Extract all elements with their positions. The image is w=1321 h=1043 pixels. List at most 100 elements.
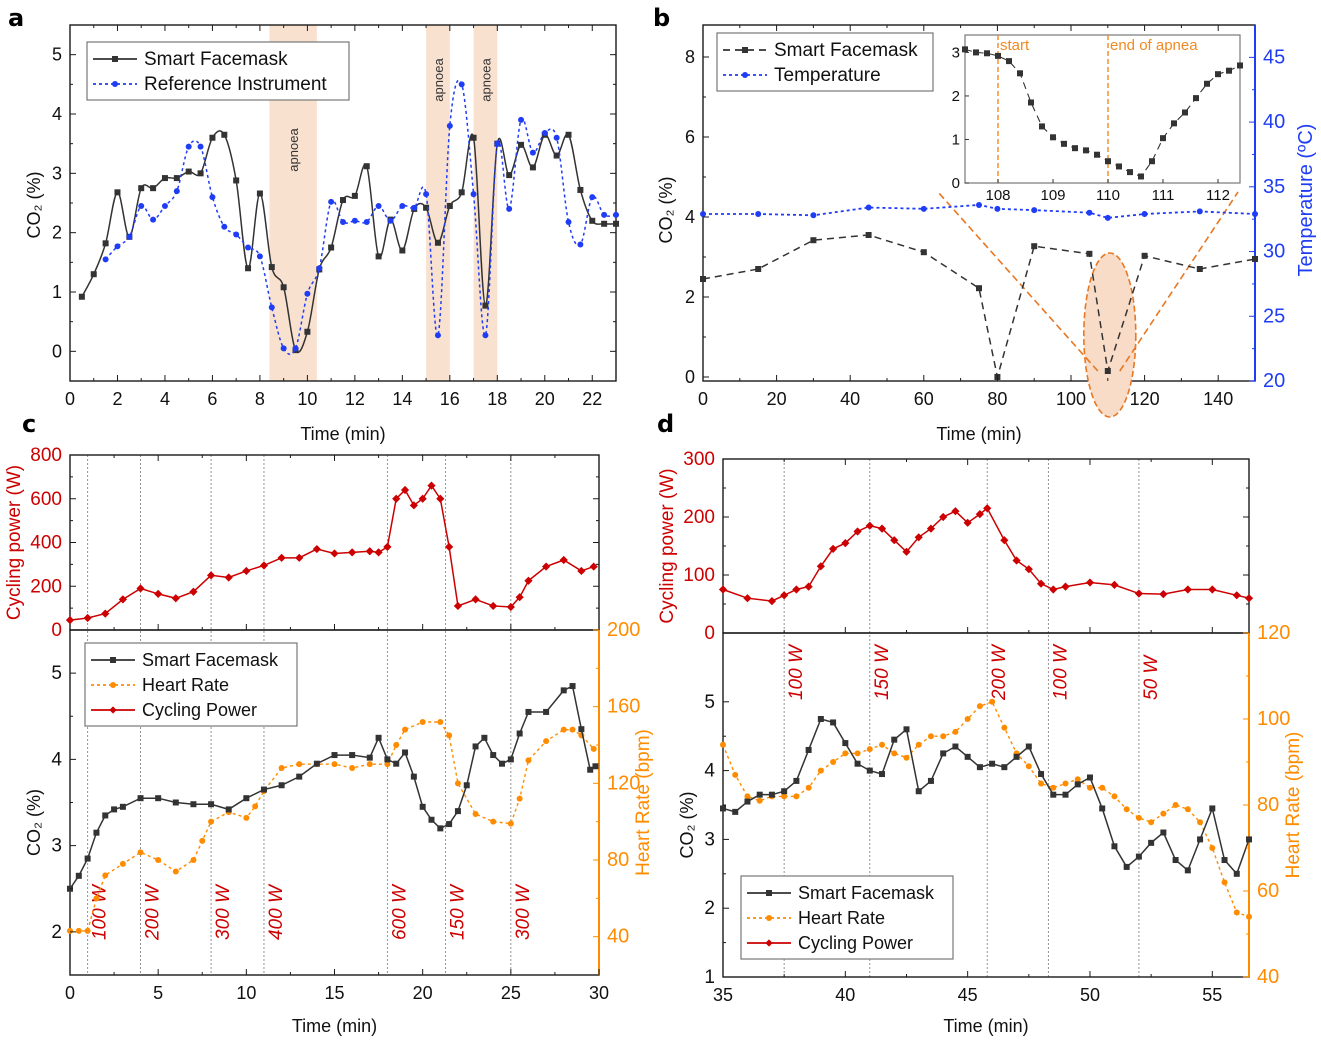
heart-rate-point <box>569 726 576 733</box>
cycling-power-point <box>865 521 874 530</box>
heart-rate-point <box>903 754 910 761</box>
smart-facemask-point <box>1025 743 1032 750</box>
smart-facemask-point <box>964 753 971 760</box>
smart-facemask-point <box>589 217 596 224</box>
heart-rate-point <box>393 742 400 748</box>
legend-label: Cycling Power <box>798 933 913 953</box>
temperature-point <box>700 211 706 218</box>
reference-instrument-point <box>518 116 525 123</box>
reference-instrument-point <box>541 129 548 136</box>
reference-instrument-point <box>280 345 287 352</box>
heart-rate-point <box>915 741 922 748</box>
smart-facemask-point <box>410 773 417 780</box>
inset-marker-label: start <box>1000 37 1030 54</box>
smart-facemask-point <box>768 791 775 798</box>
stage-marker-label: 200 W <box>143 883 164 941</box>
legend-label: Cycling Power <box>142 700 257 720</box>
reference-instrument-point <box>340 218 346 225</box>
heart-rate-point <box>830 759 837 765</box>
heart-rate-point <box>155 857 162 863</box>
smart-facemask-point <box>755 266 762 272</box>
reference-instrument-point <box>387 217 394 224</box>
cycling-power-point <box>330 549 339 558</box>
x-axis-label: Time (min) <box>300 424 385 444</box>
smart-facemask-point <box>995 52 1001 59</box>
cycling-power-point <box>1134 589 1144 598</box>
smart-facemask-point <box>927 777 934 784</box>
legend-label: Heart Rate <box>142 675 229 695</box>
legend-marker <box>742 72 748 78</box>
y-tick-label: 1 <box>704 967 715 988</box>
y-tick-label-right: 45 <box>1263 46 1285 68</box>
reference-instrument-point <box>173 188 180 195</box>
x-axis-label: Time (min) <box>292 1016 377 1036</box>
smart-facemask-point <box>613 220 619 227</box>
heart-rate-point <box>1050 784 1057 791</box>
legend-box <box>86 41 350 101</box>
heart-rate-point <box>1135 814 1142 821</box>
reference-instrument-point <box>470 191 477 198</box>
legend-marker <box>742 47 748 53</box>
reference-instrument-point <box>185 143 192 150</box>
cycling-power-point <box>427 481 436 490</box>
smart-facemask-point <box>481 734 488 741</box>
smart-facemask-point <box>891 736 898 743</box>
inset-y-tick-label: 3 <box>952 44 960 61</box>
reference-instrument-point <box>150 216 157 223</box>
cycling-power-point <box>312 544 321 554</box>
temperature-point <box>1031 207 1038 214</box>
x-tick-label: 10 <box>297 389 317 409</box>
cycling-power-point <box>577 566 586 576</box>
inset-x-tick-label: 111 <box>1152 187 1175 204</box>
smart-facemask-point <box>940 750 947 757</box>
cycling-power-point <box>171 594 180 603</box>
y-tick-label: 4 <box>704 761 715 782</box>
heart-rate-point <box>419 719 426 725</box>
y-tick-label: 300 <box>683 449 715 470</box>
y-tick-label: 600 <box>30 489 62 510</box>
heart-rate-point <box>1197 819 1204 826</box>
cycling-power-point <box>348 548 357 557</box>
y-tick-label: 0 <box>685 367 695 387</box>
heart-rate-point <box>516 795 523 802</box>
y-tick-label-right: 35 <box>1263 176 1285 198</box>
smart-facemask-point <box>1050 134 1056 141</box>
smart-facemask-point <box>984 50 990 57</box>
cycling-power-point <box>65 616 75 625</box>
smart-facemask-point <box>1252 256 1258 262</box>
reference-instrument-point <box>363 218 370 225</box>
cycling-power-point <box>400 485 410 495</box>
smart-facemask-point <box>1031 243 1038 250</box>
heart-rate-point <box>75 927 82 934</box>
legend-marker <box>112 56 118 62</box>
y-tick-label-right: 80 <box>607 849 629 871</box>
x-tick-label: 6 <box>207 389 217 409</box>
highlight-ellipse <box>1083 252 1137 418</box>
smart-facemask-point <box>1099 805 1106 812</box>
x-tick-label: 8 <box>255 389 265 409</box>
y-tick-label: 5 <box>704 692 715 713</box>
heart-rate-point <box>744 793 751 800</box>
smart-facemask-point <box>256 190 263 197</box>
heart-rate-point <box>989 698 996 705</box>
smart-facemask-point <box>472 743 479 750</box>
reference-instrument-point <box>375 202 382 209</box>
smart-facemask-point <box>1184 867 1191 874</box>
heart-rate-point <box>976 703 983 710</box>
heart-rate-point <box>296 761 303 768</box>
smart-facemask-point <box>375 253 382 260</box>
heart-rate-point <box>93 895 100 902</box>
smart-facemask-point <box>732 808 739 815</box>
cycling-power-point <box>506 602 515 612</box>
cycling-power-point <box>392 494 401 503</box>
smart-facemask-point <box>393 760 400 767</box>
cycling-power-point <box>154 589 163 599</box>
heart-rate-point <box>1038 780 1045 787</box>
heart-rate-point <box>590 745 597 752</box>
reference-instrument-point <box>114 243 121 250</box>
cycling-power-point <box>1049 585 1058 594</box>
heart-rate-point <box>84 927 91 934</box>
smart-facemask-point <box>805 746 812 753</box>
y-tick-label: 0 <box>51 620 62 641</box>
smart-facemask-point <box>866 767 873 774</box>
